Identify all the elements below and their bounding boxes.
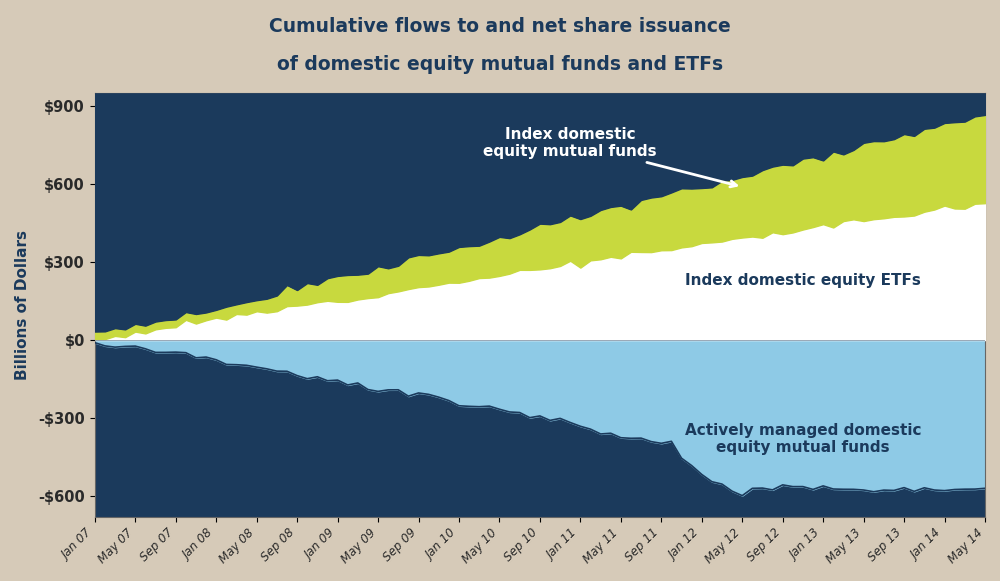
Text: Index domestic
equity mutual funds: Index domestic equity mutual funds [483, 127, 737, 187]
Text: Actively managed domestic
equity mutual funds: Actively managed domestic equity mutual … [685, 422, 921, 455]
Text: Cumulative flows to and net share issuance: Cumulative flows to and net share issuan… [269, 17, 731, 37]
Text: of domestic equity mutual funds and ETFs: of domestic equity mutual funds and ETFs [277, 55, 723, 74]
Text: Index domestic equity ETFs: Index domestic equity ETFs [685, 273, 921, 288]
Y-axis label: Billions of Dollars: Billions of Dollars [15, 230, 30, 380]
